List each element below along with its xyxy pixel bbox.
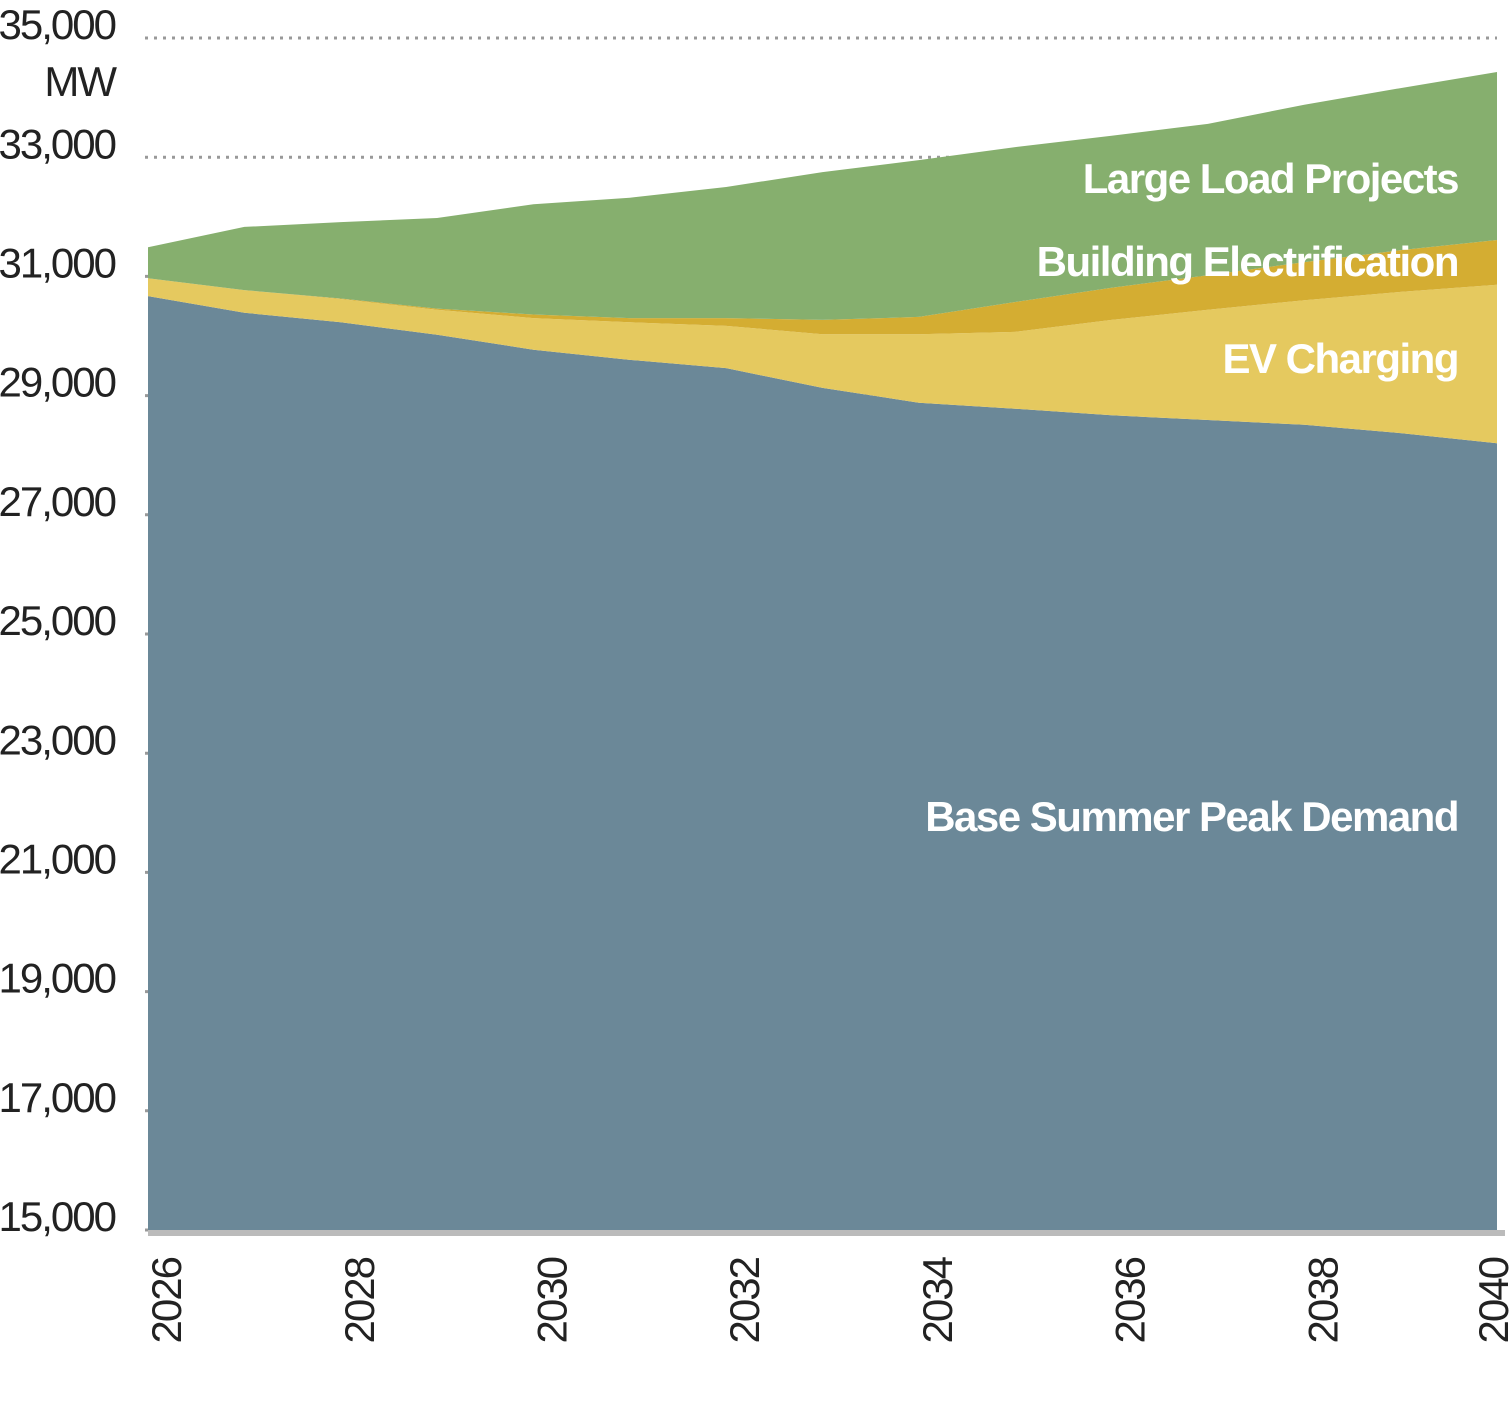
series-label: Large Load Projects bbox=[1083, 155, 1458, 202]
y-tick-label: 17,000 bbox=[0, 1074, 116, 1121]
area bbox=[148, 278, 1497, 444]
area bbox=[148, 296, 1497, 1230]
series-label: Base Summer Peak Demand bbox=[925, 793, 1458, 840]
x-tick-label: 2030 bbox=[529, 1257, 576, 1343]
y-tick-label: 23,000 bbox=[0, 716, 116, 763]
x-tick-label: 2034 bbox=[914, 1256, 961, 1343]
y-tick-label: 35,000 bbox=[0, 1, 116, 48]
areas bbox=[148, 71, 1497, 1230]
series-label: Building Electrification bbox=[1037, 238, 1458, 285]
x-tick-label: 2036 bbox=[1107, 1257, 1154, 1343]
y-tick-label: 33,000 bbox=[0, 120, 116, 167]
y-tick-label: 15,000 bbox=[0, 1193, 116, 1240]
unit-label: MW bbox=[44, 58, 117, 105]
x-tick-label: 2028 bbox=[336, 1257, 383, 1343]
x-tick-label: 2040 bbox=[1470, 1257, 1509, 1343]
x-tick-label: 2026 bbox=[143, 1257, 190, 1343]
axes: 15,000 17,000 19,000 21,000 23,000 25,000 27,0… bbox=[0, 1, 1509, 1343]
y-tick-label: 25,000 bbox=[0, 597, 116, 644]
y-tick-label: 29,000 bbox=[0, 359, 116, 406]
area bbox=[148, 71, 1497, 320]
y-tick-label: 31,000 bbox=[0, 239, 116, 286]
x-tick-label: 2032 bbox=[721, 1257, 768, 1343]
area bbox=[148, 240, 1497, 335]
y-tick-label: 19,000 bbox=[0, 955, 116, 1002]
x-tick-label: 2038 bbox=[1299, 1257, 1346, 1343]
y-tick-label: 27,000 bbox=[0, 478, 116, 525]
series-label: EV Charging bbox=[1222, 335, 1458, 382]
y-tick-label: 21,000 bbox=[0, 835, 116, 882]
